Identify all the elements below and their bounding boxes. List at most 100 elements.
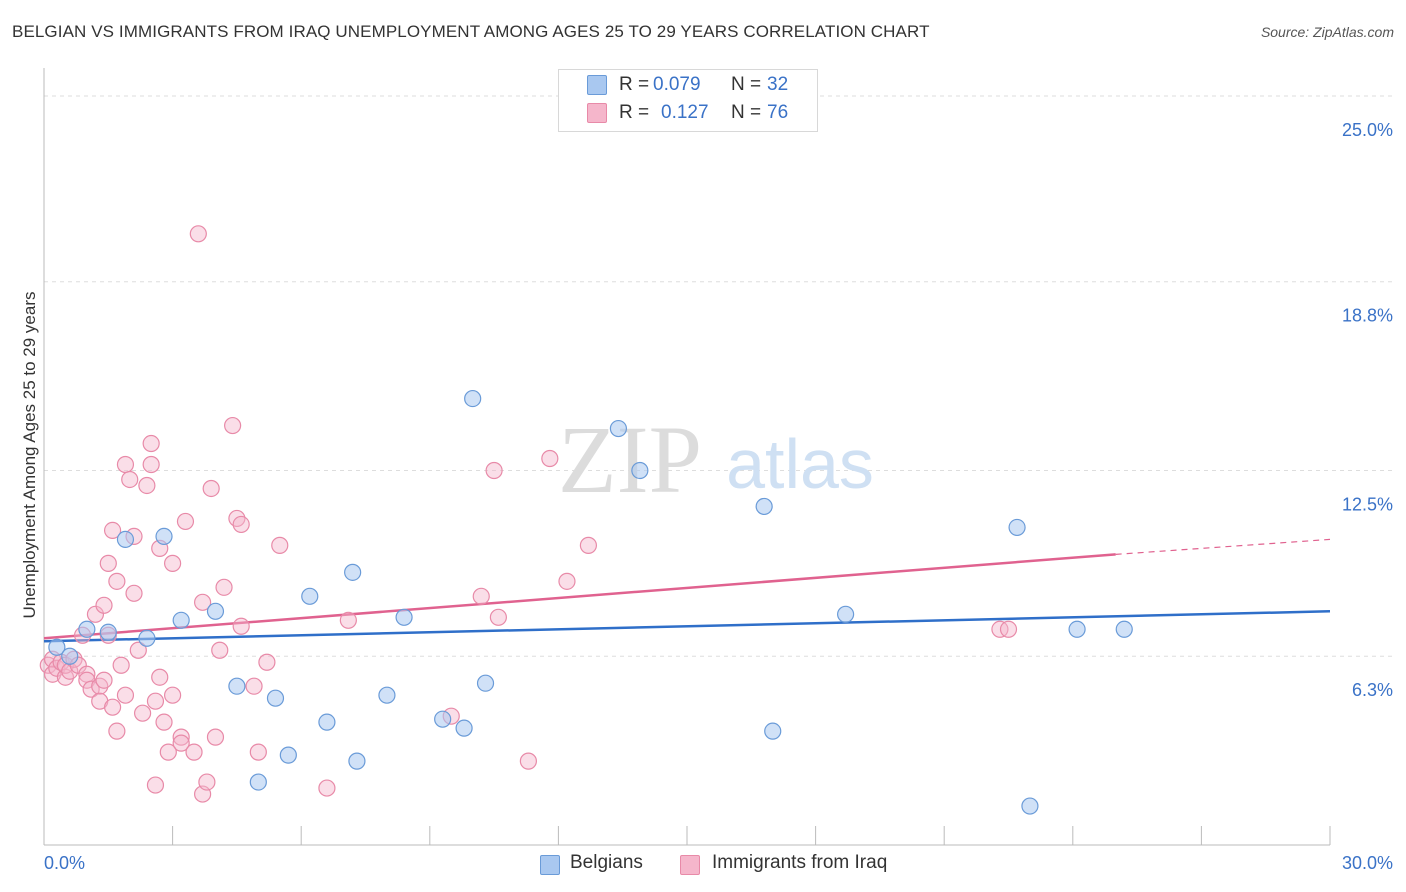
iraq-point bbox=[485, 461, 503, 480]
y-tick-label: 12.5% bbox=[1342, 494, 1393, 514]
axes bbox=[43, 68, 1331, 846]
stats-legend: R = 0.079 N = 32 R = 0.127 N = 76 bbox=[558, 69, 818, 132]
belgian-point bbox=[1115, 620, 1133, 638]
iraq-point bbox=[121, 470, 139, 489]
belgian-point bbox=[318, 713, 336, 731]
belgian-point bbox=[172, 611, 190, 629]
iraq-point bbox=[215, 578, 233, 596]
iraq-point bbox=[999, 620, 1018, 638]
iraq-point bbox=[103, 698, 122, 716]
legend-n-value: 32 bbox=[767, 74, 789, 95]
grid-lines bbox=[44, 95, 1392, 657]
chart-title: BELGIAN VS IMMIGRANTS FROM IRAQ UNEMPLOY… bbox=[12, 22, 930, 41]
legend-swatch-belgians bbox=[587, 75, 607, 95]
iraq-point bbox=[271, 536, 289, 554]
iraq-point bbox=[172, 734, 190, 752]
belgian-point bbox=[138, 629, 156, 647]
iraq-point bbox=[95, 596, 113, 614]
iraq-point bbox=[116, 686, 135, 704]
iraq-point bbox=[86, 605, 105, 623]
legend-r-value: 0.127 bbox=[661, 102, 709, 123]
iraq-point bbox=[172, 728, 190, 746]
iraq-point bbox=[579, 536, 598, 554]
x-tick-label: 30.0% bbox=[1342, 853, 1393, 873]
tick-labels: 6.3% 12.5% 18.8% 25.0% 0.0% 30.0% bbox=[44, 120, 1393, 873]
belgian-point bbox=[395, 608, 413, 626]
iraq-point bbox=[142, 455, 160, 474]
belgian-point bbox=[434, 710, 452, 728]
iraq-point bbox=[198, 773, 216, 791]
iraq-point bbox=[108, 722, 126, 740]
series-iraq-points bbox=[39, 225, 1018, 803]
iraq-point bbox=[164, 554, 182, 572]
belgian-point bbox=[378, 686, 396, 704]
belgian-point bbox=[266, 689, 285, 707]
iraq-point bbox=[129, 641, 147, 659]
iraq-point bbox=[489, 608, 507, 626]
iraq-point bbox=[194, 593, 212, 611]
iraq-point bbox=[202, 479, 220, 498]
iraq-trend-line bbox=[43, 553, 1116, 640]
iraq-point bbox=[155, 713, 173, 731]
legend-swatch-iraq bbox=[587, 103, 607, 123]
iraq-point bbox=[185, 743, 203, 761]
watermark-zip: ZIP bbox=[558, 406, 702, 513]
iraq-point bbox=[176, 512, 195, 531]
iraq-point bbox=[108, 572, 126, 590]
legend-swatch-belgians bbox=[540, 855, 560, 875]
iraq-point bbox=[95, 671, 113, 689]
belgian-point bbox=[155, 527, 173, 546]
belgian-point bbox=[78, 620, 96, 638]
belgian-point bbox=[116, 530, 135, 548]
watermark-atlas: atlas bbox=[726, 425, 874, 503]
trend-lines bbox=[43, 538, 1331, 643]
iraq-point bbox=[142, 434, 160, 453]
legend-r-label: R = bbox=[619, 102, 650, 123]
x-tick-label: 0.0% bbox=[44, 853, 85, 873]
iraq-point bbox=[211, 641, 229, 659]
belgian-point bbox=[1008, 518, 1026, 537]
y-tick-label: 25.0% bbox=[1342, 120, 1393, 140]
iraq-point bbox=[99, 554, 117, 572]
iraq-point bbox=[146, 692, 165, 710]
iraq-point bbox=[133, 704, 152, 722]
belgian-point bbox=[609, 419, 628, 438]
belgian-point bbox=[206, 602, 225, 620]
iraq-point bbox=[472, 587, 490, 605]
belgian-point bbox=[455, 719, 473, 737]
legend-r-value: 0.079 bbox=[653, 74, 701, 95]
legend-label-belgians: Belgians bbox=[570, 852, 643, 873]
legend-n-label: N = bbox=[731, 102, 762, 123]
belgian-point bbox=[249, 773, 267, 791]
belgian-point bbox=[837, 605, 855, 623]
iraq-trend-extension bbox=[1115, 538, 1331, 555]
belgian-point bbox=[279, 746, 297, 764]
iraq-point bbox=[146, 776, 165, 794]
iraq-point bbox=[245, 677, 263, 695]
iraq-point bbox=[125, 584, 143, 602]
iraq-point bbox=[232, 515, 250, 534]
iraq-point bbox=[159, 743, 177, 761]
iraq-point bbox=[151, 668, 169, 686]
source-credit: Source: ZipAtlas.com bbox=[1260, 24, 1394, 40]
belgian-point bbox=[476, 674, 495, 692]
belgian-trend-line bbox=[43, 610, 1331, 643]
iraq-point bbox=[138, 476, 156, 495]
belgian-point bbox=[764, 722, 782, 740]
iraq-point bbox=[249, 743, 267, 761]
y-tick-label: 6.3% bbox=[1352, 680, 1393, 700]
iraq-point bbox=[164, 686, 182, 704]
series-belgians-points bbox=[48, 389, 1133, 815]
iraq-point bbox=[112, 656, 130, 674]
iraq-point bbox=[232, 617, 250, 635]
y-axis-label: Unemployment Among Ages 25 to 29 years bbox=[20, 291, 39, 619]
iraq-point bbox=[258, 653, 276, 671]
watermark: ZIP atlas bbox=[558, 406, 874, 513]
legend-r-label: R = bbox=[619, 74, 650, 95]
legend-swatch-iraq bbox=[680, 855, 700, 875]
iraq-point bbox=[519, 752, 537, 770]
iraq-point bbox=[116, 455, 135, 474]
iraq-point bbox=[189, 225, 207, 243]
belgian-point bbox=[755, 497, 773, 516]
legend-n-label: N = bbox=[731, 74, 762, 95]
